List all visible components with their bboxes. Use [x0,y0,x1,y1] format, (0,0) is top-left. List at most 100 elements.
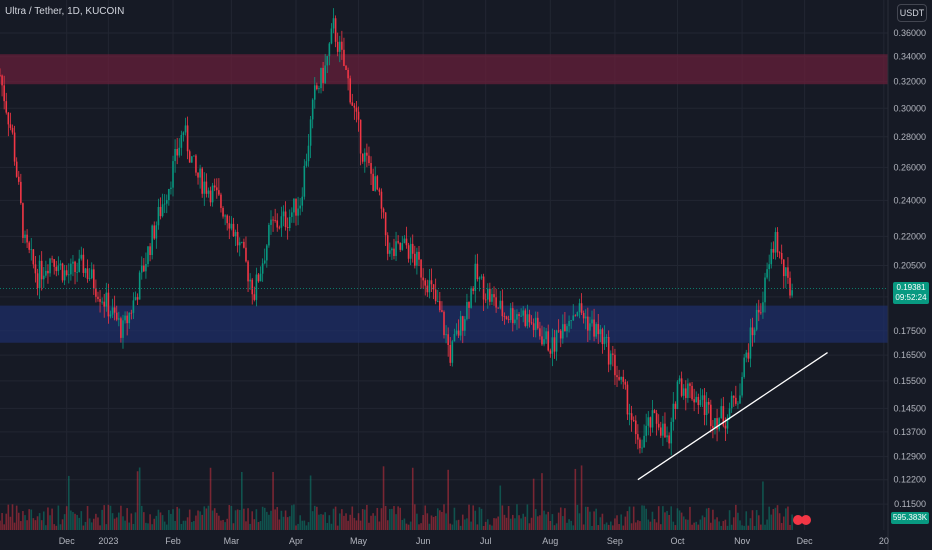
volume-bar [124,520,126,530]
x-tick-label: May [350,536,368,546]
candle-body [522,310,525,316]
volume-bar [45,525,47,530]
candle-body [420,259,422,278]
candle-body [366,152,368,156]
volume-bar [414,504,416,530]
candle-body [24,234,26,238]
volume-bar [272,471,274,530]
volume-bar [457,519,460,530]
candle-body [741,376,743,396]
volume-bar [564,508,566,530]
volume-bar [664,512,666,530]
volume-bar [728,510,731,530]
volume-bar [236,509,239,530]
volume-bar [593,511,595,530]
candle-body [47,270,49,274]
currency-button[interactable]: USDT [897,4,927,22]
candle-body [414,253,416,266]
candle-body [147,246,149,265]
candle-body [407,245,410,259]
candle-body [691,385,693,400]
volume-bar [776,505,779,530]
volume-bar [557,512,560,530]
candle-body [503,316,506,318]
candle-body [391,248,393,251]
candle-body [45,270,47,276]
candle-body [351,102,354,106]
candle-body [140,265,143,273]
candle-body [297,208,299,216]
x-tick-label: Mar [224,536,240,546]
chart-title: Ultra / Tether, 1D, KUCOIN [5,6,125,17]
volume-bar [149,514,151,530]
candle-body [616,375,618,378]
volume-bar [461,514,464,530]
volume-bar [595,508,597,530]
last-price-value: 0.19381 [896,283,926,292]
volume-bar [674,525,677,530]
candle-body [36,273,39,289]
volume-bar [534,509,537,530]
candle-body [476,263,479,280]
volume-bar [336,525,339,530]
candle-body [486,288,489,300]
candle-body [778,252,781,254]
volume-bar [580,465,583,530]
volume-bar [699,519,702,530]
candle-body [205,181,208,194]
candle-body [578,303,581,313]
candle-body [697,396,700,406]
volume-bar [238,510,241,530]
candle-body [107,292,110,317]
candle-body [643,435,645,448]
candle-body [747,352,750,359]
candle-body [34,264,37,274]
volume-bar [524,516,527,530]
volume-bar [505,517,508,530]
volume-bar [426,513,429,530]
volume-bar [147,523,149,530]
candle-body [215,187,218,191]
volume-bar [416,513,418,530]
candle-body [662,423,664,436]
candle-body [641,447,643,449]
volume-bar [430,515,433,530]
candle-body [489,288,491,302]
volume-bar [530,517,533,530]
volume-bar [384,505,387,530]
candle-body [353,105,356,108]
volume-bar [180,523,183,530]
candle-body [443,311,445,336]
volume-bar [118,512,120,530]
candle-body [466,302,468,320]
volume-bar [218,515,220,530]
volume-bar [482,525,485,530]
volume-bar [762,481,764,530]
candle-body [524,310,527,326]
candle-body [507,319,510,320]
volume-bar [186,517,189,530]
volume-bar [685,519,687,530]
volume-bar [328,515,331,530]
candle-body [261,263,264,274]
candle-body [72,261,74,264]
candle-body [324,65,326,83]
y-tick-label: 0.26000 [893,162,926,172]
volume-bar [95,513,97,530]
volume-bar [278,519,281,530]
volume-bar [349,514,351,530]
volume-bar [297,523,299,530]
volume-bar [609,521,612,530]
candle-body [397,241,399,243]
volume-bar [266,511,268,530]
candle-body [416,251,418,266]
candle-body [320,67,322,89]
candle-body [739,395,741,404]
volume-bar [537,516,539,530]
volume-bar [184,520,187,530]
candle-body [659,427,662,436]
candle-body [587,316,589,331]
candle-body [651,410,654,428]
candle-body [712,426,714,429]
